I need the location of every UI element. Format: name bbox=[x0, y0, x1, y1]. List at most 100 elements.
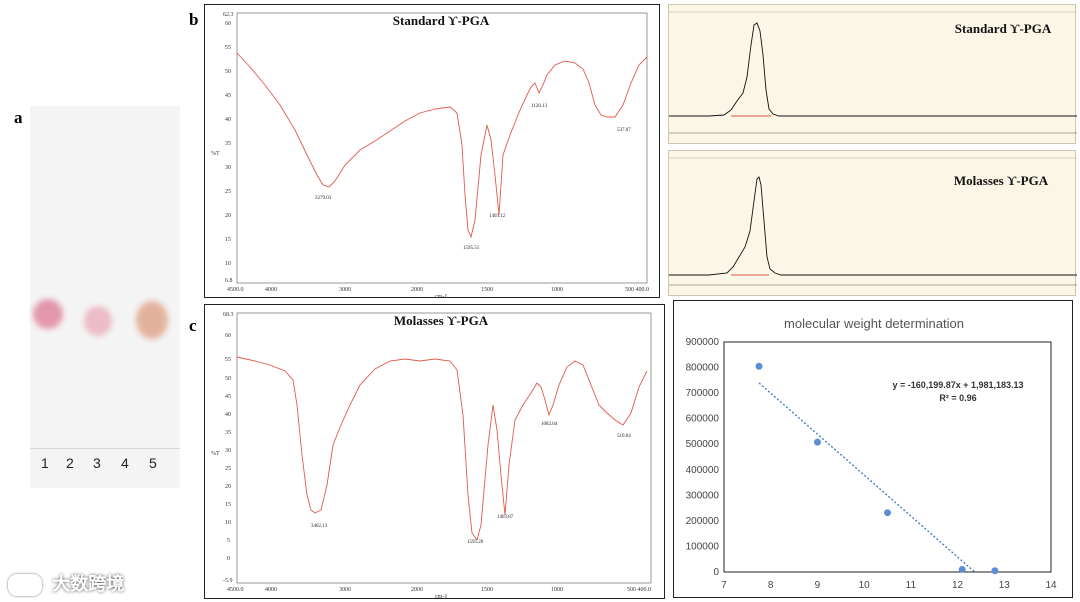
ir-peak-label: 3279.03 bbox=[315, 196, 332, 201]
data-point bbox=[991, 567, 999, 575]
watermark: 大数跨境 bbox=[8, 570, 124, 596]
ir-peak-label: 1082.04 bbox=[541, 422, 558, 427]
y-axis-label: %T bbox=[211, 151, 220, 157]
ir-molasses-spectrum-line bbox=[236, 356, 648, 542]
y-tick: 35 bbox=[225, 141, 231, 147]
hplc-standard-trace bbox=[669, 22, 1077, 117]
x-tick-label: 11 bbox=[906, 580, 917, 591]
y-tick: 68.3 bbox=[223, 312, 234, 318]
r-squared: R² = 0.96 bbox=[939, 393, 976, 403]
x-tick-label: 12 bbox=[952, 580, 964, 591]
ir-peak-label: 510.04 bbox=[617, 434, 631, 439]
watermark-text: 大数跨境 bbox=[52, 574, 125, 595]
y-tick: 55 bbox=[225, 45, 231, 51]
tlc-lane-label: 3 bbox=[93, 455, 101, 471]
tlc-lane-label: 4 bbox=[121, 455, 129, 471]
x-tick: 1000 bbox=[551, 287, 563, 293]
ir-standard-spectrum-line bbox=[236, 52, 648, 239]
y-tick: 5 bbox=[227, 538, 230, 544]
y-tick: 55 bbox=[225, 357, 231, 363]
x-tick: 3000 bbox=[339, 287, 351, 293]
x-tick-label: 8 bbox=[768, 580, 774, 591]
x-tick: 3000 bbox=[339, 587, 351, 593]
trendline-equation: y = -160,199.87x + 1,981,183.13 bbox=[892, 380, 1023, 390]
hplc-molasses: Molasses ϒ-PGA bbox=[668, 150, 1077, 296]
tlc-lane-label: 5 bbox=[149, 455, 157, 471]
hplc-standard-title: Standard ϒ-PGA bbox=[955, 21, 1052, 36]
y-tick: 60 bbox=[225, 333, 231, 339]
mw-chart-frame: molecular weight determination 0 100000 20… bbox=[673, 300, 1073, 598]
x-axis-label: cm-1 bbox=[435, 594, 447, 600]
ir-peak-label: 1403.87 bbox=[497, 515, 514, 520]
y-tick: 10 bbox=[225, 520, 231, 526]
ir-spectrum-molasses: Molasses ϒ-PGA 68.3 60 55 50 45 40 35 30… bbox=[204, 304, 665, 600]
y-tick: 20 bbox=[225, 213, 231, 219]
x-axis-label: cm-1 bbox=[435, 294, 447, 299]
x-tick-label: 10 bbox=[859, 580, 871, 591]
tlc-lane-label: 2 bbox=[66, 455, 74, 471]
x-tick: 2000 bbox=[411, 587, 423, 593]
ir-molasses-title: Molasses ϒ-PGA bbox=[394, 313, 489, 328]
x-tick-label: 9 bbox=[815, 580, 821, 591]
x-tick: 1500 bbox=[481, 287, 493, 293]
x-tick: 4500.0 bbox=[227, 587, 244, 593]
y-tick: 20 bbox=[225, 484, 231, 490]
y-tick-label: 0 bbox=[713, 567, 719, 578]
y-tick: 35 bbox=[225, 430, 231, 436]
ir-peak-label: 1403.12 bbox=[489, 214, 506, 219]
y-tick-label: 200000 bbox=[686, 516, 720, 527]
hplc-standard: Standard ϒ-PGA bbox=[668, 4, 1077, 144]
trendline bbox=[758, 382, 976, 573]
y-tick-label: 600000 bbox=[686, 414, 720, 425]
y-tick: 50 bbox=[225, 376, 231, 382]
y-tick: -5.9 bbox=[223, 578, 233, 584]
y-tick: 40 bbox=[225, 412, 231, 418]
y-tick: 30 bbox=[225, 165, 231, 171]
panel-c-label: c bbox=[189, 316, 197, 335]
ir-peak-label: 3402.13 bbox=[311, 524, 328, 529]
plot-area bbox=[723, 341, 1052, 573]
hplc-molasses-trace bbox=[669, 176, 1077, 276]
y-tick: 0 bbox=[227, 556, 230, 562]
y-tick-label: 300000 bbox=[686, 490, 720, 501]
y-tick-label: 500000 bbox=[686, 439, 720, 450]
y-tick: 62.3 bbox=[223, 12, 234, 18]
y-tick: 45 bbox=[225, 93, 231, 99]
tlc-spot-lane1 bbox=[33, 299, 63, 329]
mw-chart: molecular weight determination 0 100000 20… bbox=[686, 316, 1057, 591]
panel-a-label: a bbox=[14, 108, 23, 127]
ir-peak-label: 537.07 bbox=[617, 128, 631, 133]
tlc-spot-lane5 bbox=[136, 301, 168, 339]
ir-peak-label: 1120.13 bbox=[531, 104, 548, 109]
hplc-molasses-title: Molasses ϒ-PGA bbox=[954, 173, 1049, 188]
y-tick-label: 800000 bbox=[686, 363, 720, 374]
y-tick: 30 bbox=[225, 448, 231, 454]
tlc-spot-lane3 bbox=[84, 306, 112, 336]
y-tick: 15 bbox=[225, 502, 231, 508]
x-tick: 1500 bbox=[481, 587, 493, 593]
x-tick-label: 7 bbox=[721, 580, 727, 591]
y-tick-label: 400000 bbox=[686, 465, 720, 476]
y-tick: 40 bbox=[225, 117, 231, 123]
data-point bbox=[884, 509, 891, 517]
ir-standard-title: Standard ϒ-PGA bbox=[393, 13, 490, 28]
y-tick: 50 bbox=[225, 69, 231, 75]
y-tick: 10 bbox=[225, 261, 231, 267]
y-tick: 25 bbox=[225, 466, 231, 472]
y-tick-label: 700000 bbox=[686, 388, 720, 399]
tlc-baseline bbox=[30, 448, 180, 449]
x-tick: 4500.0 bbox=[227, 287, 244, 293]
y-tick: 25 bbox=[225, 189, 231, 195]
data-point bbox=[813, 438, 821, 446]
tlc-lane-label: 1 bbox=[41, 455, 49, 471]
x-tick: 2000 bbox=[411, 287, 423, 293]
chart-title: molecular weight determination bbox=[784, 316, 964, 331]
y-tick-label: 100000 bbox=[686, 541, 720, 552]
y-axis-label: %T bbox=[211, 451, 220, 457]
y-tick: 60 bbox=[225, 21, 231, 27]
y-tick-label: 900000 bbox=[686, 337, 720, 348]
watermark-logo-icon bbox=[8, 574, 42, 596]
x-tick-label: 14 bbox=[1045, 580, 1057, 591]
ir-peak-label: 1595.20 bbox=[467, 540, 484, 545]
x-tick: 4000 bbox=[265, 587, 277, 593]
